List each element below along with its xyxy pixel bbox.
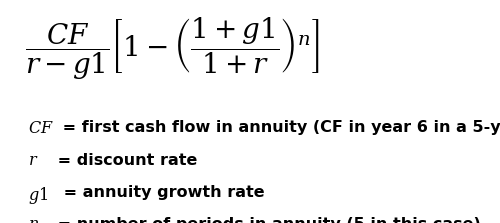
Text: $\mathit{g1}$: $\mathit{g1}$ (28, 185, 48, 206)
Text: $\mathit{n}$: $\mathit{n}$ (28, 217, 38, 223)
Text: = number of periods in annuity (5 in this case): = number of periods in annuity (5 in thi… (52, 217, 480, 223)
Text: $\mathit{CF}$: $\mathit{CF}$ (28, 120, 54, 136)
Text: = discount rate: = discount rate (52, 153, 197, 168)
Text: $\mathit{r}$: $\mathit{r}$ (28, 153, 38, 168)
Text: = first cash flow in annuity (CF in year 6 in a 5-year model): = first cash flow in annuity (CF in year… (58, 120, 500, 135)
Text: = annuity growth rate: = annuity growth rate (58, 185, 265, 200)
Text: $\dfrac{\mathit{CF}}{\mathit{r} - \mathit{g1}} \left[1 - \left(\dfrac{1 + \mathi: $\dfrac{\mathit{CF}}{\mathit{r} - \mathi… (25, 16, 320, 82)
